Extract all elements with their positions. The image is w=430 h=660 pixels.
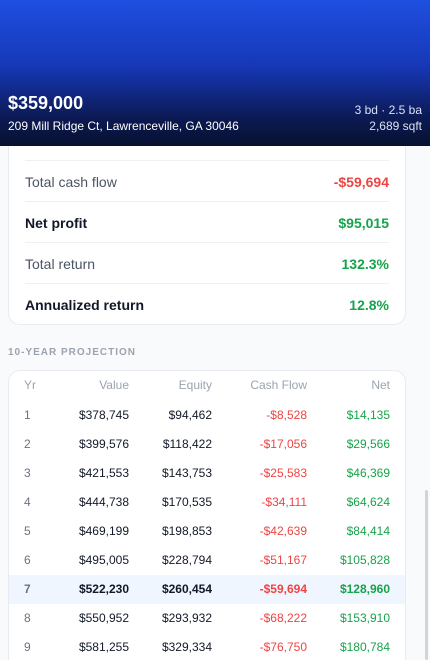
table-cell: $46,369 [346,466,390,480]
table-cell: $118,422 [162,437,212,451]
summary-label: Total cash flow [25,173,117,190]
table-cell: -$17,056 [259,437,307,451]
column-header: Yr [24,378,36,392]
table-cell: 8 [24,611,31,625]
table-cell: $378,745 [78,408,129,422]
table-cell: $64,624 [346,495,390,509]
table-cell: 7 [24,582,31,596]
table-row: 5 $469,199 $198,853 -$42,639 $84,414 [9,517,405,546]
table-row: 2 $399,576 $118,422 -$17,056 $29,566 [9,430,405,459]
table-cell: -$42,639 [259,524,307,538]
summary-value: $95,015 [338,214,389,231]
table-cell: $228,794 [161,553,212,567]
table-cell: 3 [24,466,31,480]
table-row: 3 $421,553 $143,753 -$25,583 $46,369 [9,459,405,488]
table-row: 9 $581,255 $329,334 -$76,750 $180,784 [9,633,405,660]
table-cell: $522,230 [78,582,129,596]
table-cell: -$25,583 [259,466,307,480]
sqft: 2,689 sqft [369,119,422,133]
summary-label: Net profit [25,214,88,231]
table-cell: $550,952 [78,611,129,625]
table-row: 4 $444,738 $170,535 -$34,111 $64,624 [9,488,405,517]
table-cell: $84,414 [346,524,390,538]
table-cell: 1 [24,408,31,422]
summary-value: -$59,694 [333,173,389,190]
table-cell: $105,828 [339,553,390,567]
table-row: 6 $495,005 $228,794 -$51,167 $105,828 [9,546,405,575]
table-header: Yr Value Equity Cash Flow Net [9,371,405,400]
scrollbar [425,490,428,660]
column-header: Value [99,378,129,392]
table-cell: 4 [24,495,31,509]
summary-row: Total cash flow -$59,694 [25,160,389,202]
table-cell: $29,566 [346,437,390,451]
table-cell: $469,199 [78,524,129,538]
table-cell: $421,553 [78,466,129,480]
table-cell: $198,853 [161,524,212,538]
table-cell: 2 [24,437,31,451]
table-cell: -$59,694 [259,582,307,596]
table-cell: $153,910 [339,611,390,625]
beds-baths: 3 bd · 2.5 ba [354,103,422,117]
column-header: Cash Flow [250,378,307,392]
summary-value: 132.3% [341,255,389,272]
table-cell: $495,005 [78,553,129,567]
projection-table: Yr Value Equity Cash Flow Net 1 $378,745 $94,46… [8,370,406,660]
column-header: Equity [178,378,212,392]
column-header: Net [371,378,390,392]
table-cell: $143,753 [161,466,212,480]
table-row: 7 $522,230 $260,454 -$59,694 $128,960 [9,575,405,604]
table-cell: $444,738 [78,495,129,509]
table-cell: -$76,750 [259,640,307,654]
summary-row: Annualized return 12.8% [25,283,389,325]
address: 209 Mill Ridge Ct, Lawrenceville, GA 300… [8,119,239,133]
table-cell: $329,334 [161,640,212,654]
summary-value: 12.8% [349,296,389,313]
table-cell: $399,576 [78,437,129,451]
property-header: $359,000 209 Mill Ridge Ct, Lawrencevill… [0,0,430,146]
price: $359,000 [8,93,84,113]
table-cell: -$34,111 [261,495,307,509]
table-cell: -$51,167 [259,553,307,567]
summary-row: Total return 132.3% [25,242,389,284]
table-cell: -$8,528 [266,408,307,422]
table-cell: $14,135 [346,408,390,422]
table-cell: -$68,222 [259,611,307,625]
table-row: 8 $550,952 $293,932 -$68,222 $153,910 [9,604,405,633]
summary-label: Total return [25,255,96,272]
table-cell: 6 [24,553,31,567]
table-cell: $581,255 [78,640,129,654]
table-cell: 9 [24,640,31,654]
table-cell: $180,784 [339,640,390,654]
table-cell: $293,932 [161,611,212,625]
section-title: 10-YEAR PROJECTION [8,347,137,358]
table-cell: $260,454 [161,582,212,596]
table-cell: $94,462 [168,408,212,422]
table-cell: $128,960 [339,582,390,596]
summary-label: Annualized return [25,296,145,313]
table-cell: 5 [24,524,31,538]
table-row: 1 $378,745 $94,462 -$8,528 $14,135 [9,401,405,430]
summary-row: Net profit $95,015 [25,201,389,243]
table-cell: $170,535 [161,495,212,509]
